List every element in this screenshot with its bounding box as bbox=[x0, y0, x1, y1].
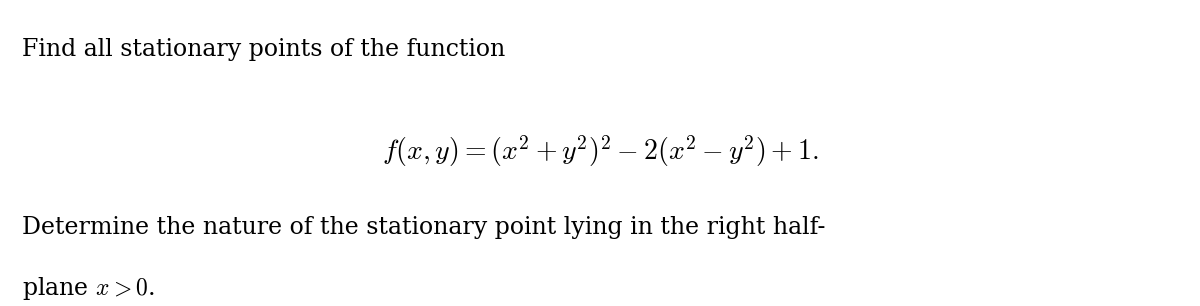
Text: Find all stationary points of the function: Find all stationary points of the functi… bbox=[22, 39, 505, 62]
Text: plane $x > 0$.: plane $x > 0$. bbox=[22, 275, 155, 302]
Text: $f(x, y) = (x^2 + y^2)^2 - 2(x^2 - y^2) + 1.$: $f(x, y) = (x^2 + y^2)^2 - 2(x^2 - y^2) … bbox=[382, 133, 818, 169]
Text: Determine the nature of the stationary point lying in the right half-: Determine the nature of the stationary p… bbox=[22, 216, 824, 239]
